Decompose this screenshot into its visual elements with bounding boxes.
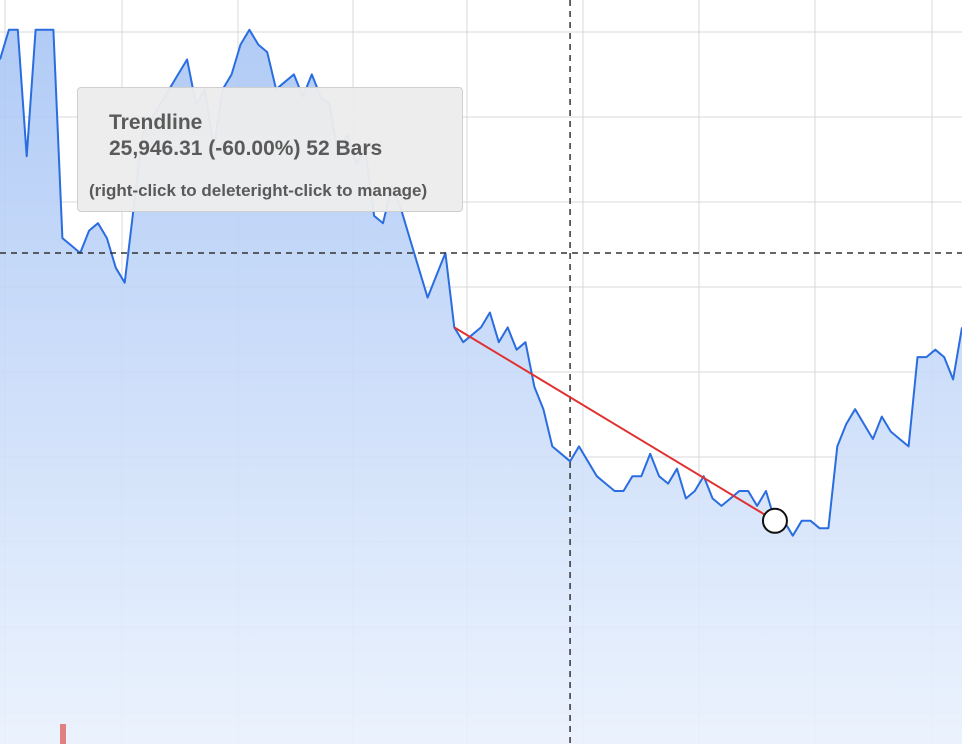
trendline-end-handle[interactable] bbox=[761, 507, 788, 534]
tooltip-values: 25,946.31 (-60.00%) 52 Bars bbox=[109, 137, 383, 160]
trendline-tooltip: Trendline 25,946.31 (-60.00%) 52 Bars (r… bbox=[77, 87, 463, 212]
tooltip-hint: (right-click to deleteright-click to man… bbox=[89, 181, 428, 200]
volume-marker bbox=[60, 724, 66, 744]
tooltip-title: Trendline bbox=[109, 111, 203, 134]
trendline[interactable] bbox=[453, 326, 776, 522]
